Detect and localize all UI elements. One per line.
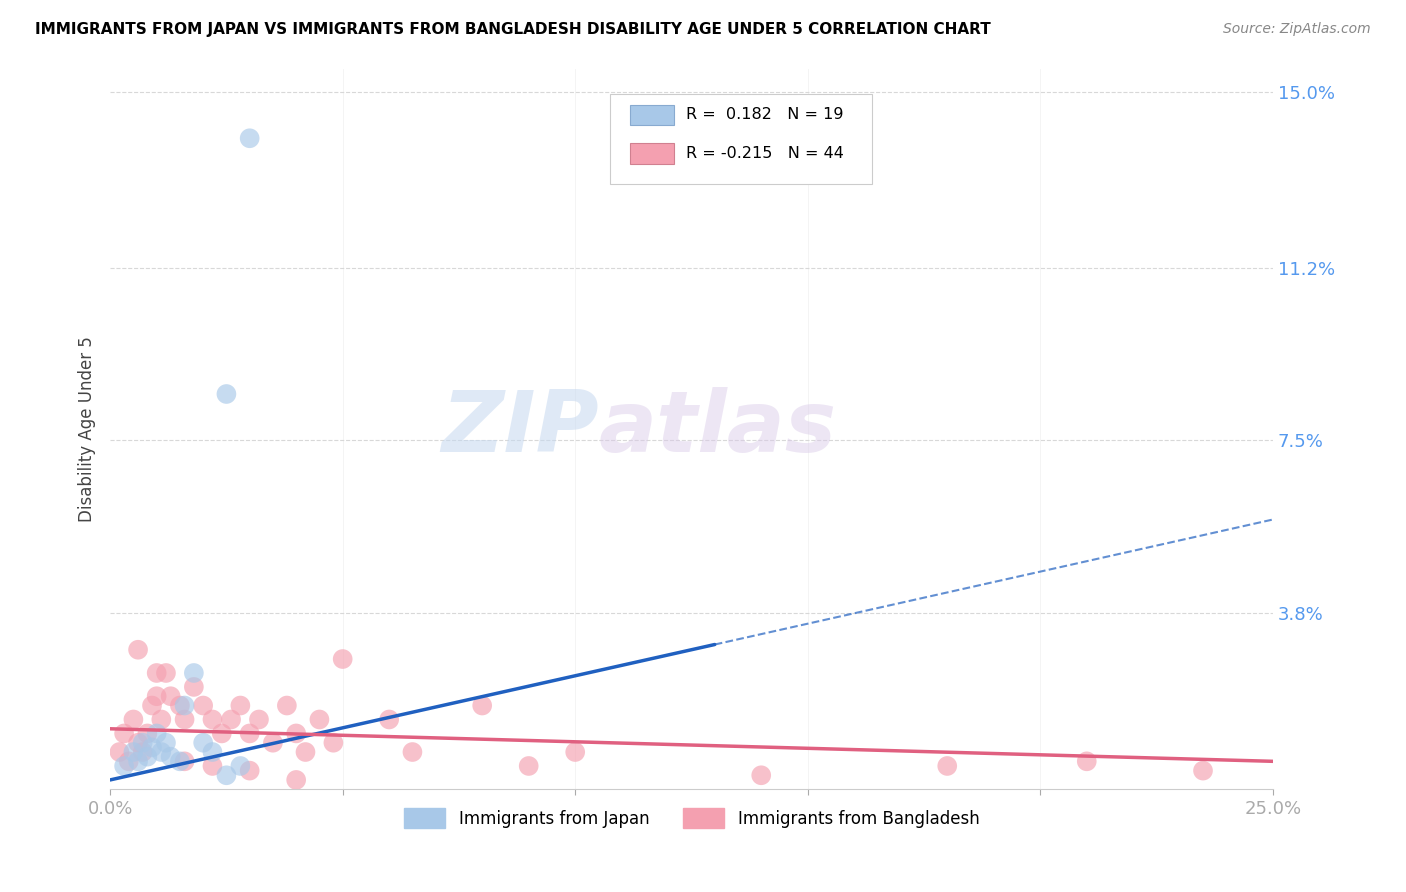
- Point: [262, 736, 284, 750]
- Bar: [630, 144, 673, 163]
- Point: [183, 665, 205, 680]
- Text: atlas: atlas: [599, 387, 837, 470]
- Point: [132, 745, 155, 759]
- Point: [173, 755, 195, 769]
- Point: [193, 736, 215, 750]
- Point: [155, 736, 177, 750]
- Point: [127, 755, 149, 769]
- Point: [136, 726, 159, 740]
- Point: [211, 726, 233, 740]
- Text: IMMIGRANTS FROM JAPAN VS IMMIGRANTS FROM BANGLADESH DISABILITY AGE UNDER 5 CORRE: IMMIGRANTS FROM JAPAN VS IMMIGRANTS FROM…: [35, 22, 991, 37]
- Point: [145, 726, 167, 740]
- Text: R =  0.182   N = 19: R = 0.182 N = 19: [686, 107, 844, 122]
- Point: [378, 713, 401, 727]
- Point: [150, 713, 173, 727]
- Point: [201, 745, 224, 759]
- Point: [229, 759, 252, 773]
- Point: [141, 740, 163, 755]
- Point: [108, 745, 131, 759]
- Point: [1192, 764, 1215, 778]
- Point: [159, 749, 181, 764]
- Point: [517, 759, 540, 773]
- Point: [322, 736, 344, 750]
- Point: [564, 745, 586, 759]
- Point: [936, 759, 959, 773]
- Text: ZIP: ZIP: [441, 387, 599, 470]
- Point: [332, 652, 354, 666]
- Point: [247, 713, 270, 727]
- Point: [285, 726, 308, 740]
- Point: [308, 713, 330, 727]
- Point: [215, 387, 238, 401]
- Point: [118, 755, 141, 769]
- Text: R = -0.215   N = 44: R = -0.215 N = 44: [686, 146, 844, 161]
- Point: [285, 772, 308, 787]
- Point: [276, 698, 298, 713]
- Point: [145, 665, 167, 680]
- Point: [239, 131, 262, 145]
- Point: [749, 768, 772, 782]
- Point: [122, 713, 145, 727]
- FancyBboxPatch shape: [610, 94, 872, 184]
- Point: [155, 665, 177, 680]
- Point: [169, 698, 191, 713]
- Point: [401, 745, 423, 759]
- Point: [150, 745, 173, 759]
- Point: [239, 764, 262, 778]
- Legend: Immigrants from Japan, Immigrants from Bangladesh: Immigrants from Japan, Immigrants from B…: [396, 801, 986, 835]
- Point: [173, 698, 195, 713]
- Point: [127, 736, 149, 750]
- Point: [141, 698, 163, 713]
- Point: [136, 749, 159, 764]
- Point: [1076, 755, 1098, 769]
- Point: [215, 768, 238, 782]
- Point: [193, 698, 215, 713]
- Point: [112, 759, 135, 773]
- Point: [183, 680, 205, 694]
- Point: [219, 713, 242, 727]
- Point: [127, 642, 149, 657]
- Y-axis label: Disability Age Under 5: Disability Age Under 5: [79, 336, 96, 522]
- Point: [294, 745, 316, 759]
- Point: [122, 745, 145, 759]
- Point: [201, 713, 224, 727]
- Point: [229, 698, 252, 713]
- Point: [239, 726, 262, 740]
- Point: [471, 698, 494, 713]
- Point: [112, 726, 135, 740]
- Text: Source: ZipAtlas.com: Source: ZipAtlas.com: [1223, 22, 1371, 37]
- Point: [169, 755, 191, 769]
- Point: [201, 759, 224, 773]
- Point: [173, 713, 195, 727]
- Point: [159, 690, 181, 704]
- Point: [132, 736, 155, 750]
- Point: [145, 690, 167, 704]
- Bar: [630, 104, 673, 125]
